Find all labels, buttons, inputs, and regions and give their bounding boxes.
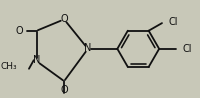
Text: CH₃: CH₃ (1, 62, 18, 71)
Text: Cl: Cl (183, 44, 192, 54)
Text: N: N (33, 55, 40, 65)
Text: O: O (60, 85, 68, 95)
Text: N: N (84, 43, 92, 53)
Text: O: O (60, 14, 68, 24)
Text: O: O (16, 26, 23, 36)
Text: Cl: Cl (169, 17, 178, 27)
